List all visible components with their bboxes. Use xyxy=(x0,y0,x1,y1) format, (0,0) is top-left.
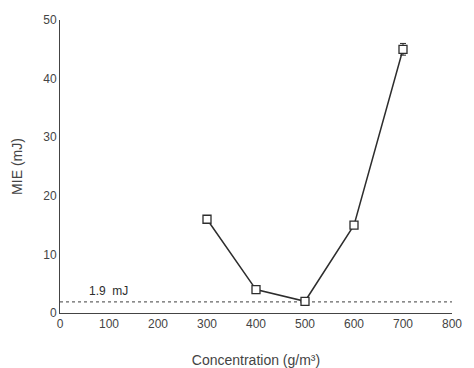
svg-text:0: 0 xyxy=(50,306,57,320)
svg-text:MIE (mJ): MIE (mJ) xyxy=(9,138,25,195)
svg-text:40: 40 xyxy=(43,72,57,86)
svg-text:600: 600 xyxy=(344,317,364,331)
svg-text:800: 800 xyxy=(442,317,462,331)
svg-text:1.9 mJ: 1.9 mJ xyxy=(89,284,128,298)
svg-text:100: 100 xyxy=(99,317,119,331)
svg-text:300: 300 xyxy=(197,317,217,331)
svg-text:Concentration (g/m³): Concentration (g/m³) xyxy=(192,352,320,368)
svg-text:400: 400 xyxy=(246,317,266,331)
svg-text:500: 500 xyxy=(295,317,315,331)
svg-text:50: 50 xyxy=(43,13,57,27)
svg-text:200: 200 xyxy=(148,317,168,331)
svg-text:20: 20 xyxy=(43,189,57,203)
svg-text:30: 30 xyxy=(43,130,57,144)
svg-text:10: 10 xyxy=(43,248,57,262)
svg-text:0: 0 xyxy=(57,317,64,331)
svg-text:700: 700 xyxy=(393,317,413,331)
